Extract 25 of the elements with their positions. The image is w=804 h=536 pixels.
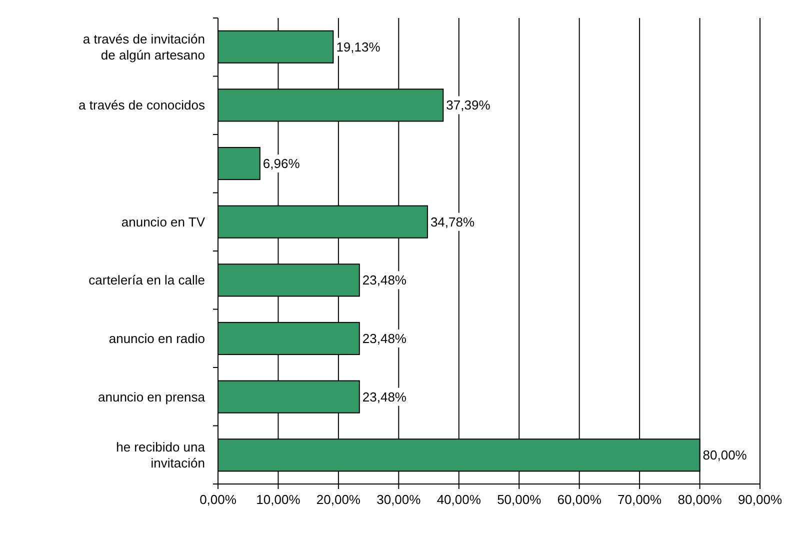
y-tick-label: a través de conocidos: [78, 98, 206, 113]
data-label: 34,78%: [430, 214, 475, 230]
y-tick-label: anuncio en TV: [121, 214, 206, 230]
y-tick-label: a través de invitación de algún artesano: [82, 31, 205, 62]
x-tick-label: 20,00%: [316, 492, 361, 507]
x-tick-label: 10,00%: [256, 492, 301, 507]
y-tick-label: he recibido una invitación: [116, 440, 206, 471]
x-tick-label: 50,00%: [497, 492, 542, 507]
data-label: 23,48%: [362, 331, 407, 346]
x-tick-label: 70,00%: [618, 492, 662, 507]
x-tick-label: 30,00%: [376, 492, 422, 507]
data-label: 37,39%: [446, 98, 491, 113]
data-label: 80,00%: [702, 448, 748, 463]
data-label: 23,48%: [362, 389, 407, 404]
x-tick-label: 80,00%: [678, 492, 722, 507]
x-tick-label: 90,00%: [738, 492, 782, 507]
y-tick-label: anuncio en radio: [108, 331, 205, 346]
data-label: 19,13%: [336, 39, 381, 54]
data-label: 6,96%: [262, 156, 300, 172]
x-tick-label: 40,00%: [436, 492, 482, 507]
x-tick-label: 60,00%: [557, 492, 602, 507]
data-label: 23,48%: [362, 272, 407, 288]
y-tick-label: cartelería en la calle: [88, 272, 205, 288]
y-tick-label: anuncio en prensa: [98, 389, 206, 404]
x-tick-label: 0,00%: [200, 492, 237, 507]
